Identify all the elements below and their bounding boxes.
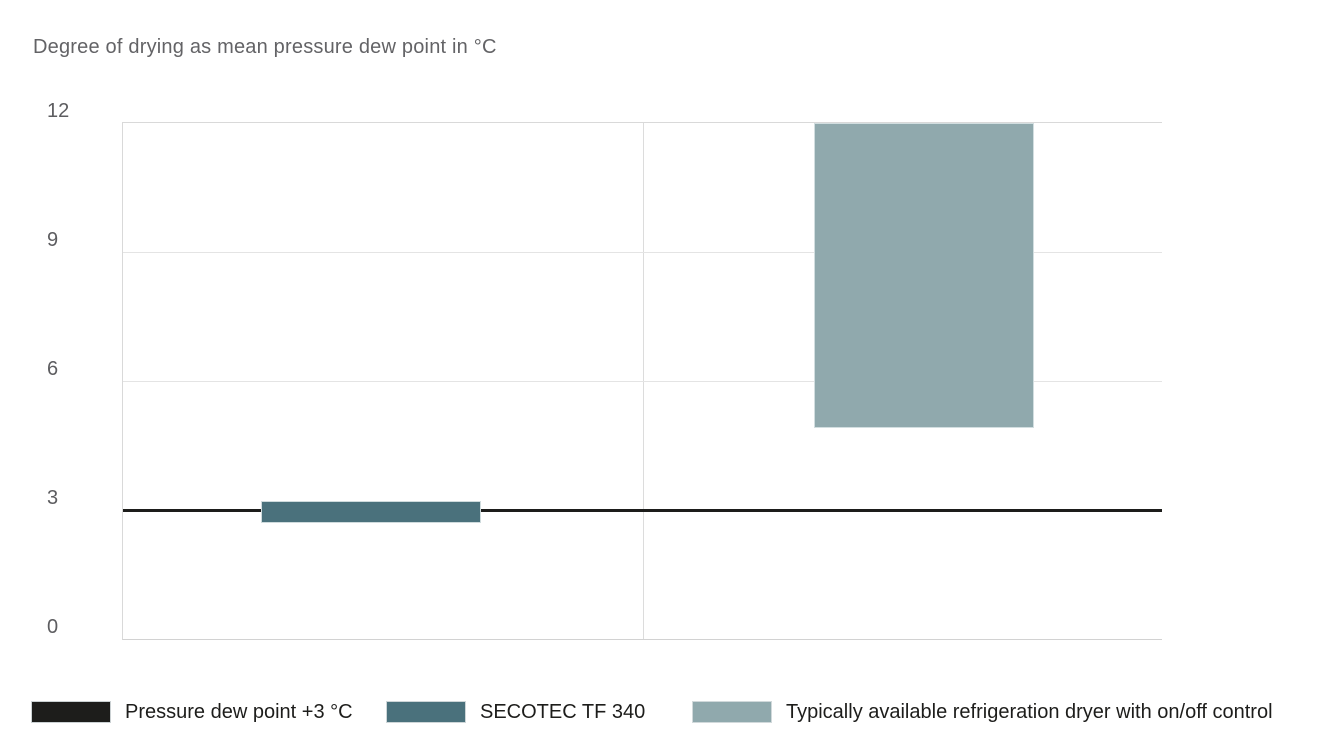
legend-swatch-onoff-dryer — [692, 701, 772, 723]
legend-label-secotec: SECOTEC TF 340 — [480, 700, 646, 723]
legend-label-pressure-dew-point: Pressure dew point +3 °C — [125, 700, 353, 723]
y-tick-label-9: 9 — [47, 229, 59, 251]
legend-swatch-pressure-dew-point — [31, 701, 111, 723]
legend: Pressure dew point +3 °C SECOTEC TF 340 … — [0, 700, 1320, 724]
legend-swatch-secotec — [386, 701, 466, 723]
gridline-9 — [123, 252, 1162, 253]
range-bar-onoff-refrigeration-dryer — [814, 123, 1034, 428]
gridline-6 — [123, 381, 1162, 382]
plot-area — [122, 122, 1162, 640]
legend-label-onoff-dryer: Typically available refrigeration dryer … — [786, 700, 1273, 723]
reference-line-pressure-dew-point — [123, 509, 1162, 512]
legend-item-onoff-dryer: Typically available refrigeration dryer … — [692, 700, 1273, 724]
legend-item-pressure-dew-point: Pressure dew point +3 °C — [31, 700, 353, 724]
legend-item-secotec: SECOTEC TF 340 — [386, 700, 645, 724]
y-tick-label-3: 3 — [47, 487, 59, 509]
range-bar-secotec-tf-340 — [261, 501, 481, 523]
y-tick-label-0: 0 — [47, 616, 59, 638]
chart-title: Degree of drying as mean pressure dew po… — [33, 36, 497, 58]
y-tick-label-12: 12 — [47, 100, 70, 122]
y-tick-label-6: 6 — [47, 358, 59, 380]
